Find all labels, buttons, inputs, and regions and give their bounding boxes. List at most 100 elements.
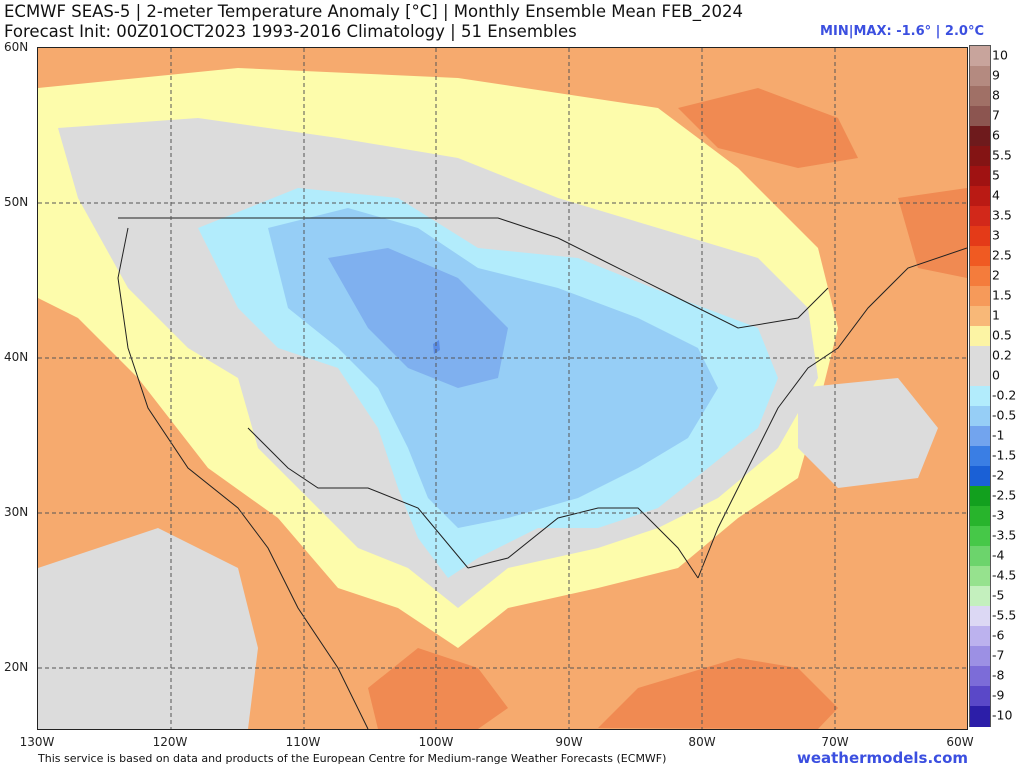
lat-label-50n: 50N [4, 195, 29, 209]
cool-strong-zone [328, 248, 508, 388]
colorbar-swatch [970, 126, 990, 147]
colorbar-label: -6 [992, 627, 1005, 643]
colorbar-label: -4.5 [992, 567, 1017, 583]
colorbar-label: 9 [992, 67, 1000, 83]
lat-label-40n: 40N [4, 350, 29, 364]
colorbar-swatch [970, 266, 990, 287]
colorbar-label: 5 [992, 167, 1000, 183]
colorbar-swatch [970, 366, 990, 387]
colorbar-label: 3.5 [992, 207, 1012, 223]
colorbar-swatch [970, 246, 990, 267]
colorbar-swatch [970, 686, 990, 707]
colorbar-label: 1 [992, 307, 1000, 323]
neutral-zone-pacific [38, 528, 258, 729]
warm-patch-hudson [678, 88, 858, 168]
neutral-zone-atlantic [798, 378, 938, 488]
canada-us-border [118, 217, 829, 329]
colorbar-label: 8 [992, 87, 1000, 103]
title-line-1: ECMWF SEAS-5 | 2-meter Temperature Anoma… [4, 2, 743, 21]
colorbar-label: -2.5 [992, 487, 1017, 503]
colorbar-label: 0 [992, 367, 1000, 383]
colorbar-swatch [970, 186, 990, 207]
colorbar-swatch [970, 566, 990, 587]
colorbar-label: 5.5 [992, 147, 1012, 163]
colorbar-label: -5 [992, 587, 1005, 603]
colorbar-swatch [970, 666, 990, 687]
colorbar-swatch [970, 86, 990, 107]
colorbar-label: -7 [992, 647, 1005, 663]
coastline-east [697, 247, 967, 579]
colorbar-swatch [970, 346, 990, 367]
colorbar-label: -4 [992, 547, 1005, 563]
colorbar-label: -5.5 [992, 607, 1017, 623]
lon-label-80w: 80W [688, 735, 716, 749]
anomaly-map-canvas [38, 48, 967, 729]
us-mexico-border [247, 427, 469, 569]
ecmwf-disclaimer: This service is based on data and produc… [38, 752, 667, 765]
colorbar-swatch [970, 106, 990, 127]
anomaly-map [37, 47, 968, 730]
lon-label-110w: 110W [285, 735, 321, 749]
colorbar-label: -1.5 [992, 447, 1017, 463]
colorbar-label: 0.2 [992, 347, 1012, 363]
lon-label-90w: 90W [555, 735, 583, 749]
colorbar-label: -3 [992, 507, 1005, 523]
colorbar-swatch [970, 646, 990, 667]
lat-label-30n: 30N [4, 505, 29, 519]
colorbar-label: 10 [992, 47, 1008, 63]
colorbar-label: -3.5 [992, 527, 1017, 543]
colorbar-swatch [970, 446, 990, 467]
title-line-2: Forecast Init: 00Z01OCT2023 1993-2016 Cl… [4, 22, 577, 41]
colorbar-swatch [970, 506, 990, 527]
map-title: ECMWF SEAS-5 | 2-meter Temperature Anoma… [4, 2, 844, 42]
colorbar-swatch [970, 486, 990, 507]
colorbar-swatch [970, 606, 990, 627]
colorbar-label: 7 [992, 107, 1000, 123]
colorbar-label: -0.5 [992, 407, 1017, 423]
colorbar-swatch [970, 586, 990, 607]
lon-label-70w: 70W [821, 735, 849, 749]
cool-core [433, 340, 440, 354]
colorbar-swatch [970, 146, 990, 167]
colorbar-label: 6 [992, 127, 1000, 143]
colorbar-label: -10 [992, 707, 1013, 723]
colorbar-swatch [970, 326, 990, 347]
colorbar-swatch [970, 386, 990, 407]
colorbar-swatch [970, 286, 990, 307]
colorbar-label: 3 [992, 227, 1000, 243]
lat-label-60n: 60N [4, 40, 29, 54]
brand-link[interactable]: weathermodels.com [796, 749, 968, 767]
colorbar-swatch [970, 706, 990, 727]
coastline-gulf [467, 507, 699, 579]
colorbar-label: -8 [992, 667, 1005, 683]
colorbar-label: -1 [992, 427, 1005, 443]
warm-patch-caribbean [598, 658, 838, 729]
colorbar-swatch [970, 426, 990, 447]
colorbar-swatch [970, 206, 990, 227]
colorbar-swatch [970, 546, 990, 567]
colorbar-label: -2 [992, 467, 1005, 483]
colorbar-label: 1.5 [992, 287, 1012, 303]
graticule [38, 48, 967, 729]
colorbar-label: -9 [992, 687, 1005, 703]
colorbar-swatch [970, 66, 990, 87]
colorbar-swatch [970, 46, 990, 67]
lon-label-60w: 60W [946, 735, 974, 749]
colorbar-label: 0.5 [992, 327, 1012, 343]
colorbar-swatch [970, 626, 990, 647]
warm-patch-quebec [898, 188, 967, 278]
coastline-west [117, 227, 369, 729]
colorbar-label: 4 [992, 187, 1000, 203]
colorbar-label: -0.2 [992, 387, 1017, 403]
colorbar-swatch [970, 306, 990, 327]
colorbar-label: 2 [992, 267, 1000, 283]
colorbar-swatch [970, 526, 990, 547]
colorbar [969, 45, 991, 727]
lon-label-130w: 130W [19, 735, 55, 749]
colorbar-label: 2.5 [992, 247, 1012, 263]
lat-label-20n: 20N [4, 660, 29, 674]
colorbar-swatch [970, 166, 990, 187]
lon-label-120w: 120W [152, 735, 188, 749]
colorbar-swatch [970, 466, 990, 487]
lon-label-100w: 100W [418, 735, 454, 749]
